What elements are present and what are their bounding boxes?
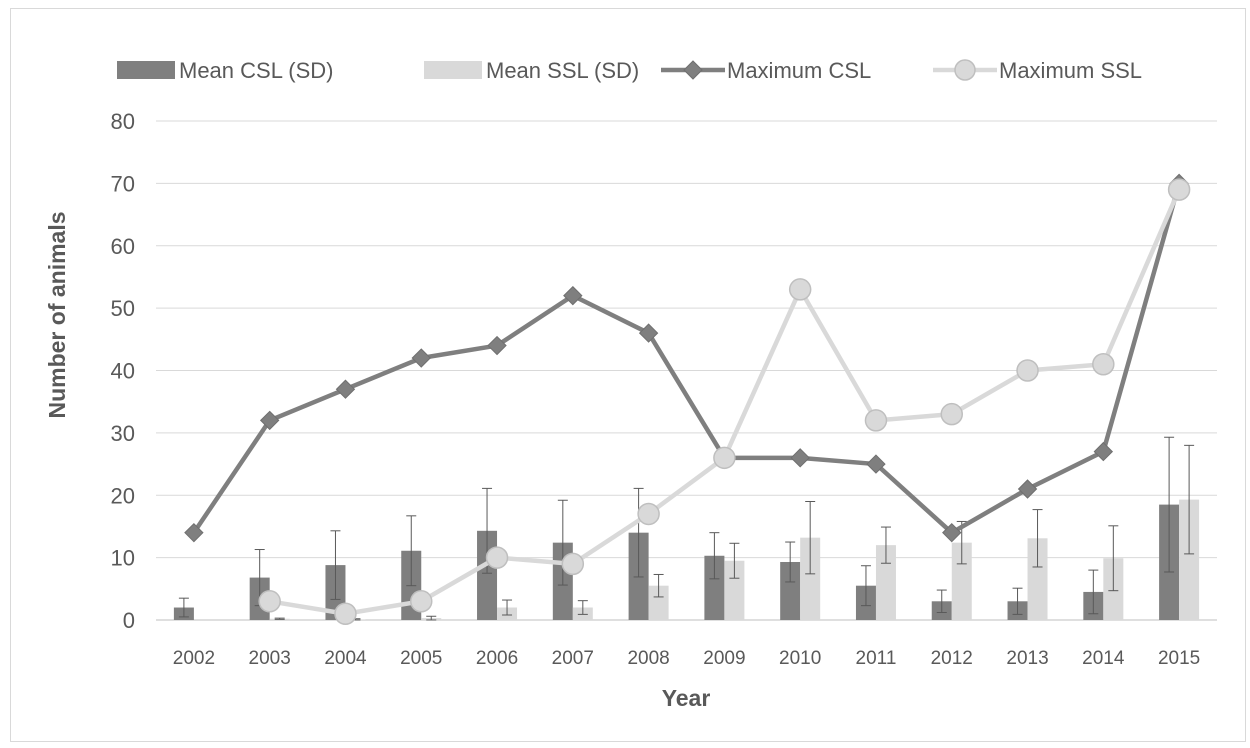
point-marker	[940, 402, 963, 426]
x-tick-label: 2011	[856, 648, 897, 669]
legend-label: Maximum SSL	[999, 58, 1142, 83]
error-bars	[178, 436, 1195, 621]
legend-label: Maximum CSL	[727, 58, 871, 83]
point-marker	[713, 446, 736, 470]
legend-swatch	[117, 61, 175, 79]
point-marker	[563, 285, 583, 306]
point-marker	[864, 409, 888, 432]
point-marker	[1167, 178, 1191, 201]
x-tick-label: 2006	[476, 648, 518, 669]
x-tick-label: 2013	[1006, 648, 1048, 669]
point-marker	[411, 348, 431, 368]
point-marker	[1092, 353, 1115, 376]
x-axis-ticks: 2002 2003 2004 2005 2006 2007 2008 2009 2010 2011…	[173, 648, 1200, 669]
point-marker	[184, 522, 204, 543]
bar	[800, 537, 821, 620]
bar	[951, 542, 972, 620]
y-tick-label: 60	[111, 234, 135, 259]
legend-label: Mean CSL (SD)	[179, 58, 333, 83]
y-tick-label: 80	[111, 109, 135, 134]
x-tick-label: 2008	[627, 648, 669, 669]
legend-item: Maximum CSL	[661, 58, 871, 83]
bar	[780, 561, 801, 620]
point-marker	[942, 522, 962, 543]
x-tick-label: 2010	[779, 648, 821, 669]
point-marker	[637, 502, 660, 526]
y-axis-label: Number of animals	[44, 211, 70, 418]
x-tick-label: 2014	[1082, 648, 1125, 669]
x-tick-label: 2009	[703, 648, 745, 669]
y-tick-label: 30	[111, 421, 135, 446]
x-axis-label: Year	[662, 685, 711, 711]
lines	[184, 173, 1191, 626]
point-marker	[1017, 479, 1038, 499]
y-tick-label: 0	[123, 608, 135, 633]
y-tick-label: 10	[111, 546, 135, 571]
legend-marker	[954, 59, 976, 81]
chart: Mean CSL (SD) Mean SSL (SD) Maximum CSL Max…	[44, 58, 1217, 711]
y-tick-label: 50	[111, 296, 135, 321]
x-tick-label: 2003	[249, 648, 291, 669]
y-tick-label: 70	[111, 171, 135, 196]
point-marker	[485, 546, 509, 569]
legend-item: Mean SSL (SD)	[424, 58, 639, 83]
bar	[875, 545, 896, 620]
y-tick-label: 20	[111, 483, 135, 508]
point-marker	[1016, 359, 1039, 382]
x-tick-label: 2015	[1158, 648, 1200, 669]
bar	[648, 585, 669, 620]
point-marker	[790, 448, 810, 468]
bar	[1179, 499, 1200, 620]
bar	[704, 555, 725, 620]
point-marker	[561, 552, 585, 576]
chart-frame: Mean CSL (SD) Mean SSL (SD) Maximum CSL Max…	[10, 8, 1246, 742]
bars	[173, 499, 1200, 620]
legend-marker	[683, 60, 703, 80]
x-tick-label: 2004	[324, 648, 367, 669]
point-marker	[487, 335, 507, 356]
point-marker	[638, 323, 659, 343]
y-tick-label: 40	[111, 359, 135, 384]
point-marker	[335, 379, 356, 399]
legend-label: Mean SSL (SD)	[486, 58, 639, 83]
x-tick-label: 2007	[552, 648, 594, 669]
x-tick-label: 2012	[931, 648, 973, 669]
point-marker	[334, 602, 357, 626]
legend-swatch	[424, 61, 482, 79]
point-marker	[259, 410, 280, 431]
point-marker	[410, 590, 433, 613]
y-axis-ticks: 0 10 20 30 40 50 60 70 80	[111, 109, 135, 633]
x-tick-label: 2005	[400, 648, 442, 669]
legend: Mean CSL (SD) Mean SSL (SD) Maximum CSL Max…	[117, 58, 1142, 83]
bar	[724, 560, 745, 620]
point-marker	[788, 278, 812, 301]
bar	[1027, 538, 1048, 620]
legend-item: Maximum SSL	[933, 58, 1142, 83]
point-marker	[1093, 441, 1114, 462]
gridlines	[156, 120, 1217, 621]
series-line	[192, 182, 1182, 535]
point-marker	[866, 454, 886, 474]
legend-item: Mean CSL (SD)	[117, 58, 333, 83]
x-tick-label: 2002	[173, 648, 215, 669]
point-marker	[258, 590, 281, 613]
